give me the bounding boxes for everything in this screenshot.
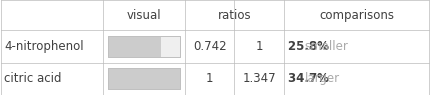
Text: ratios: ratios — [218, 9, 251, 22]
Bar — [108, 36, 180, 57]
Text: 0.742: 0.742 — [193, 40, 227, 53]
Bar — [108, 36, 161, 57]
Text: 4-nitrophenol: 4-nitrophenol — [4, 40, 84, 53]
Text: larger: larger — [305, 72, 340, 85]
Text: smaller: smaller — [305, 40, 349, 53]
Text: 25.8%: 25.8% — [288, 40, 333, 53]
Text: 34.7%: 34.7% — [288, 72, 333, 85]
Bar — [108, 68, 180, 89]
Text: 1: 1 — [206, 72, 213, 85]
Text: 1: 1 — [255, 40, 263, 53]
Bar — [108, 68, 180, 89]
Text: citric acid: citric acid — [4, 72, 62, 85]
Text: 1.347: 1.347 — [242, 72, 276, 85]
Bar — [108, 36, 180, 57]
Text: visual: visual — [127, 9, 161, 22]
Bar — [108, 68, 180, 89]
Text: comparisons: comparisons — [319, 9, 394, 22]
